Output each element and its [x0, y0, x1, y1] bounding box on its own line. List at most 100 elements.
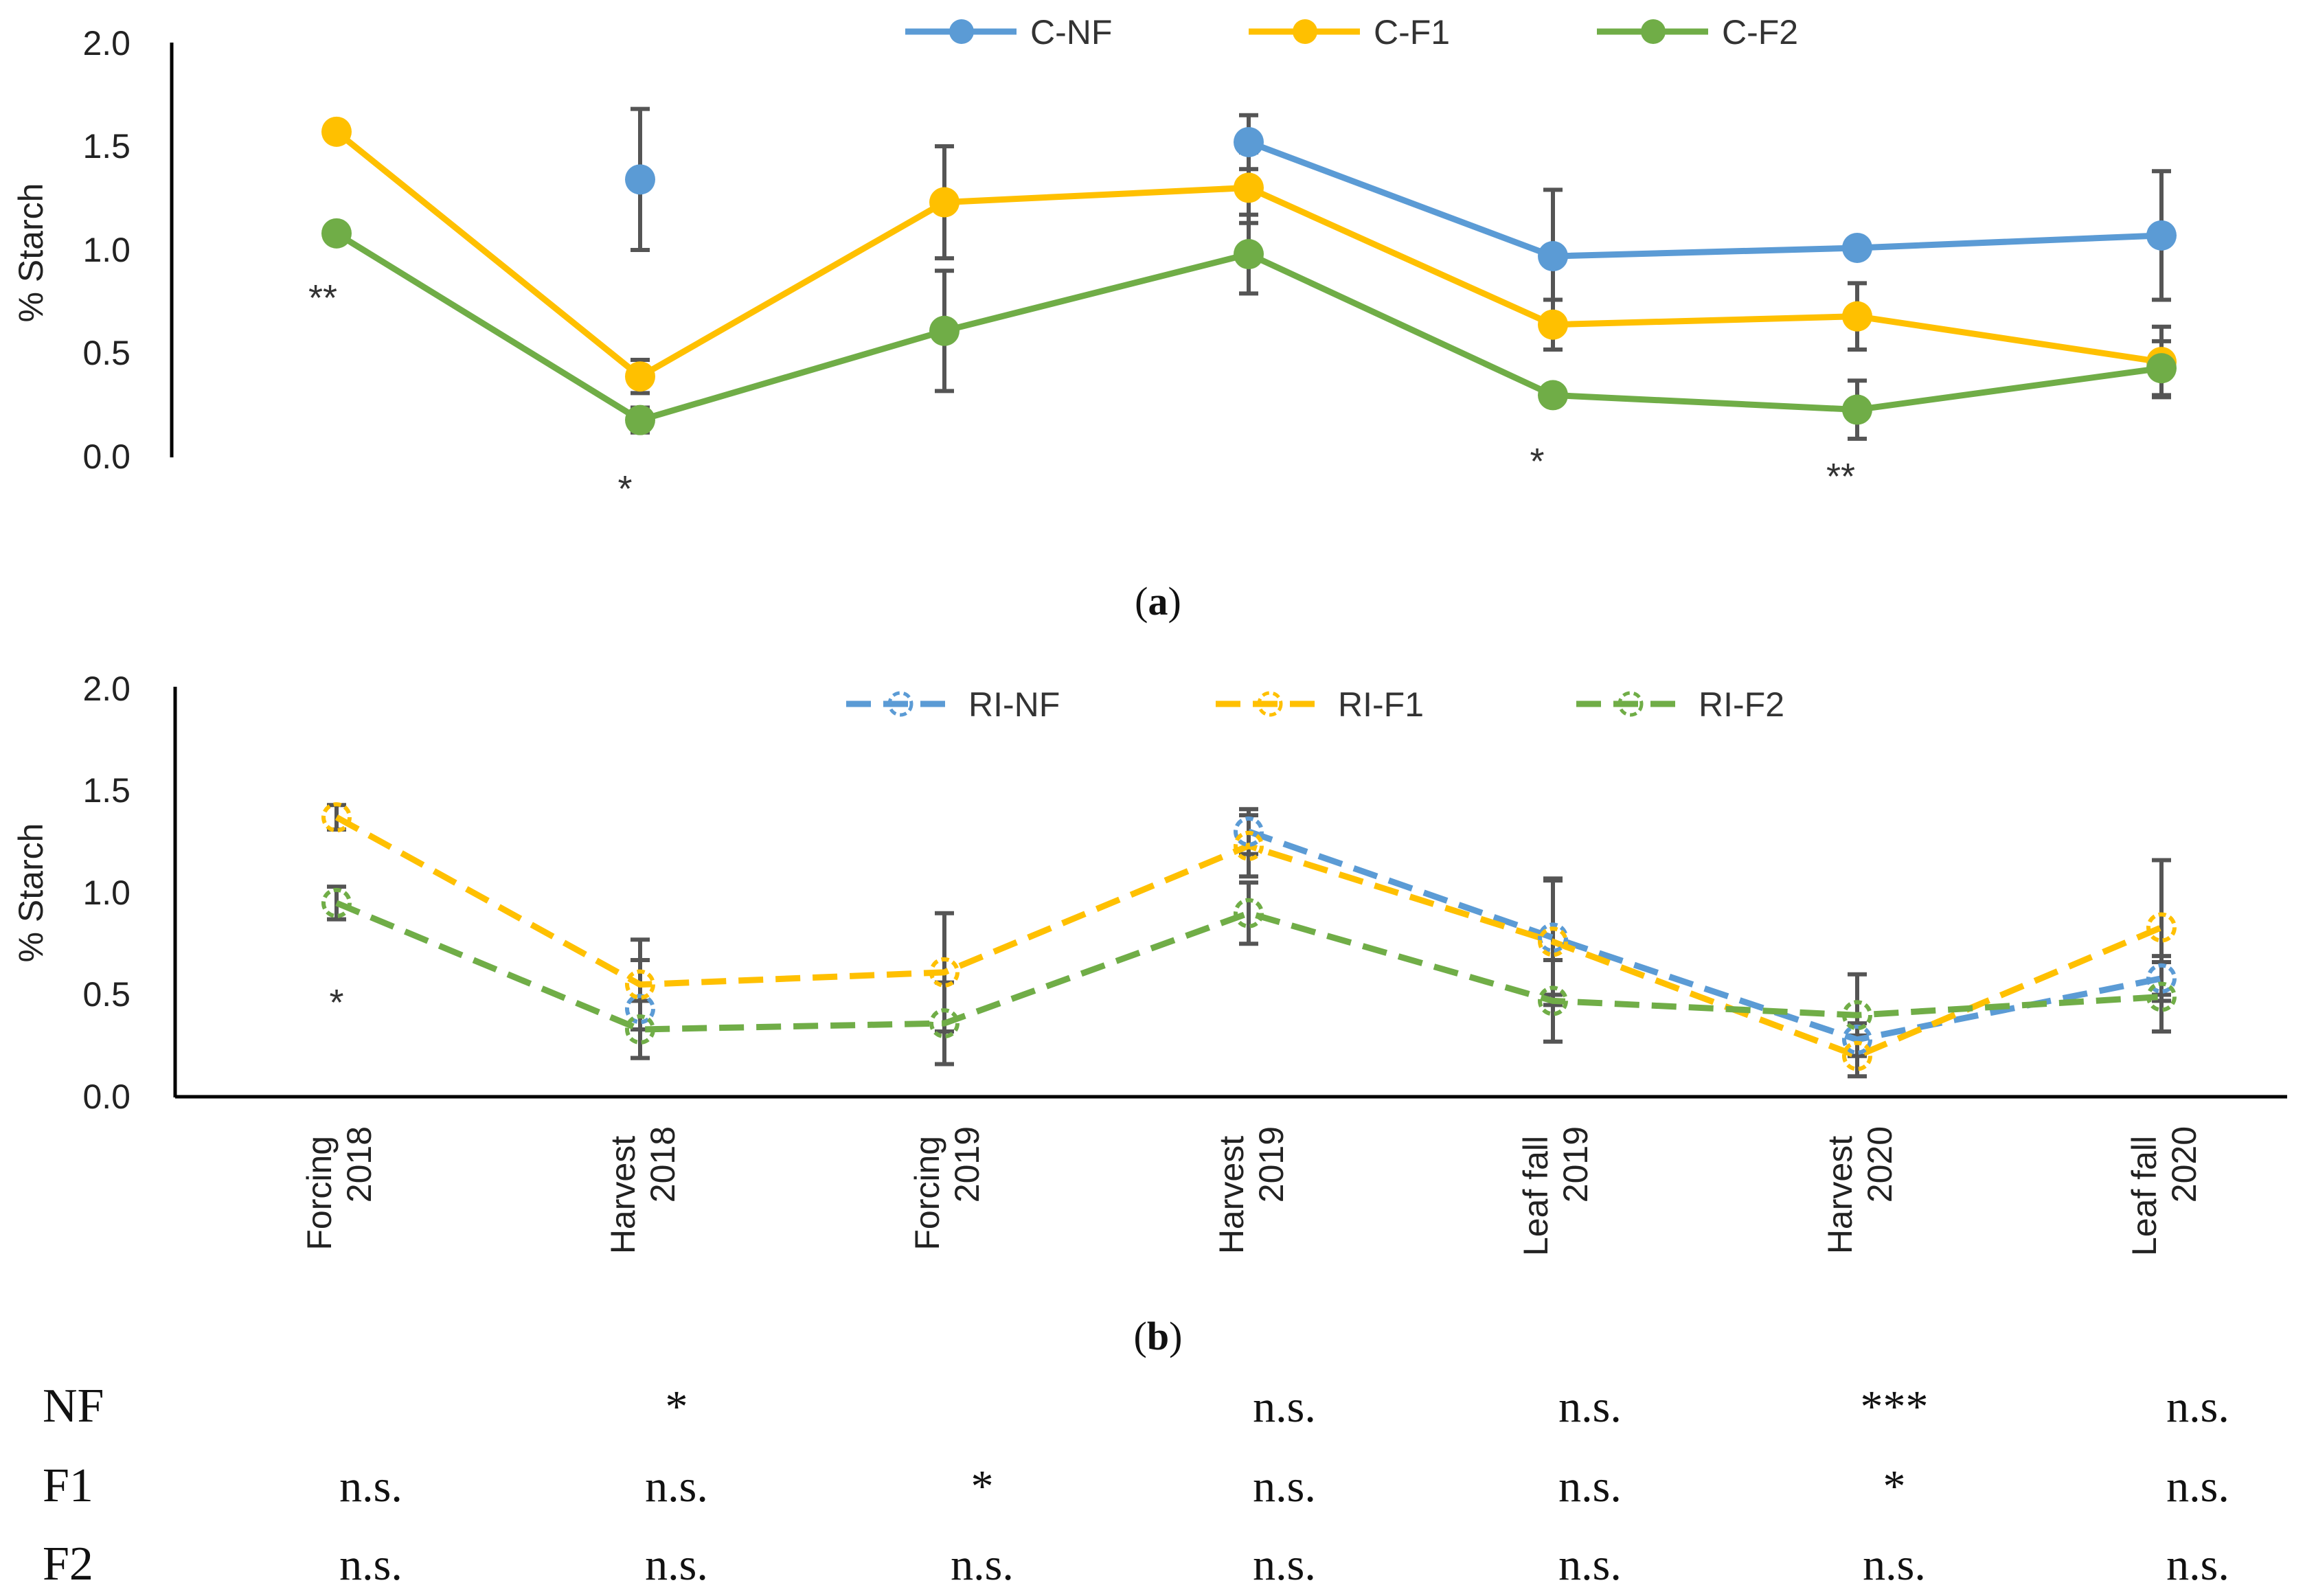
data-point-ri-f2: [1842, 1000, 1872, 1031]
data-point-ri-nf: [2146, 963, 2177, 994]
table-cell: n.s.: [645, 1540, 708, 1590]
x-tick-line-2: 2018: [340, 1126, 378, 1202]
series-line-ri-f2: [335, 900, 2162, 1033]
data-point-c-f1: [929, 187, 960, 218]
data-point-c-f1: [1538, 309, 1568, 340]
y-tick-label: 1.0: [82, 231, 130, 269]
table-cell: *: [971, 1461, 994, 1512]
legend-marker: [1257, 691, 1283, 717]
data-point-ri-nf: [625, 994, 655, 1025]
data-point-c-f1: [1234, 172, 1264, 203]
data-point-ri-f2: [625, 1014, 655, 1045]
panel-b-y-ticks: 0.0 0.5 1.0 1.5 2.0: [82, 670, 130, 1116]
legend-label: C-F2: [1722, 13, 1798, 52]
table-cell: ***: [1861, 1382, 1929, 1432]
x-tick-line-2: 2019: [948, 1126, 986, 1202]
data-point-c-f2: [1538, 380, 1568, 411]
x-tick-line-2: 2019: [1556, 1126, 1595, 1202]
data-point-c-f2: [1842, 394, 1872, 425]
legend-label: RI-NF: [968, 685, 1060, 724]
panel-b-x-tick-labels: Forcing 2018 Harvest 2018 Forcing 2019 H…: [300, 1126, 2203, 1256]
data-point-ri-f2: [1538, 985, 1568, 1016]
legend-item-c-f1: C-F1: [1249, 13, 1450, 52]
panel-b-caption: (b): [1134, 1314, 1183, 1358]
data-point-ri-nf: [1842, 1024, 1872, 1055]
legend-item-c-nf: C-NF: [905, 13, 1112, 52]
x-tick-line-1: Forcing: [300, 1136, 339, 1251]
data-point-ri-f1: [929, 957, 960, 988]
data-point-ri-f1: [1842, 1040, 1872, 1071]
table-cell: *: [1883, 1461, 1906, 1512]
x-tick-label: Leaf fall 2019: [1517, 1126, 1595, 1256]
data-point-c-nf: [625, 164, 655, 195]
x-tick-label: Forcing 2019: [908, 1126, 986, 1251]
x-tick-label: Leaf fall 2020: [2125, 1126, 2203, 1256]
x-tick-line-1: Leaf fall: [1517, 1136, 1555, 1256]
y-tick-label: 0.5: [82, 334, 130, 372]
data-point-c-f2: [1234, 239, 1264, 270]
significance-annotation: **: [308, 277, 337, 319]
table-cell: n.s.: [1253, 1382, 1316, 1432]
row-label: F1: [43, 1459, 93, 1512]
x-tick-line-1: Forcing: [908, 1136, 946, 1251]
data-point-c-f2: [625, 404, 655, 435]
panel-a-chart: % Starch 0.0 0.5 1.0 1.5 2.0 C-NF C-F1: [12, 13, 2177, 624]
x-tick-label: Forcing 2018: [300, 1126, 378, 1251]
data-point-ri-f2: [2146, 981, 2177, 1012]
row-label: F2: [43, 1538, 93, 1591]
data-point-ri-f1: [625, 969, 655, 1000]
y-tick-label: 1.5: [82, 127, 130, 166]
legend-marker: [1293, 19, 1317, 44]
table-cell: n.s.: [1253, 1540, 1316, 1590]
x-tick-line-2: 2019: [1252, 1126, 1291, 1202]
table-cell: n.s.: [2166, 1461, 2229, 1512]
legend-item-c-f2: C-F2: [1597, 13, 1798, 52]
x-tick-line-1: Harvest: [604, 1136, 642, 1254]
legend-label: C-F1: [1374, 13, 1450, 52]
panel-b-legend: RI-NF RI-F1 RI-F2: [846, 685, 1784, 724]
panel-b-plot-area: [321, 802, 2177, 1079]
x-tick-line-2: 2020: [1861, 1126, 1899, 1202]
data-point-ri-f2: [929, 1008, 960, 1039]
y-tick-label: 1.0: [82, 874, 130, 912]
data-point-c-f2: [929, 315, 960, 346]
table-cell: n.s.: [2166, 1382, 2229, 1432]
data-point-c-nf: [1538, 241, 1568, 272]
y-tick-label: 0.5: [82, 975, 130, 1014]
significance-annotation: *: [617, 468, 632, 510]
data-point-c-f1: [321, 116, 352, 147]
significance-table: NF * n.s. n.s. *** n.s. F1 n.s. n.s. * n…: [43, 1380, 2229, 1591]
y-tick-label: 0.0: [82, 1078, 130, 1116]
y-tick-label: 2.0: [82, 24, 130, 62]
table-row-f1: F1 n.s. n.s. * n.s. n.s. * n.s.: [43, 1459, 2229, 1512]
table-cell: *: [666, 1382, 688, 1432]
panel-b-letter: b: [1147, 1314, 1169, 1358]
panel-a-y-axis-label: % Starch: [12, 183, 50, 323]
panel-a-y-ticks: 0.0 0.5 1.0 1.5 2.0: [82, 24, 130, 476]
x-tick-label: Harvest 2020: [1821, 1126, 1899, 1254]
panel-a-plot-area: [321, 106, 2177, 441]
data-point-ri-nf: [1234, 816, 1264, 847]
panel-b-y-axis-label: % Starch: [12, 823, 50, 963]
panel-a-caption: (a): [1135, 579, 1181, 624]
panel-a-legend: C-NF C-F1 C-F2: [905, 13, 1798, 52]
x-tick-label: Harvest 2019: [1212, 1126, 1291, 1254]
table-cell: n.s.: [1863, 1540, 1926, 1590]
table-row-f2: F2 n.s. n.s. n.s. n.s. n.s. n.s. n.s.: [43, 1538, 2229, 1591]
data-point-ri-f1: [321, 802, 352, 833]
table-cell: n.s.: [2166, 1540, 2229, 1590]
legend-label: C-NF: [1030, 13, 1112, 52]
x-tick-label: Harvest 2018: [604, 1126, 682, 1254]
x-tick-line-1: Harvest: [1212, 1136, 1251, 1254]
table-cell: n.s.: [1558, 1540, 1622, 1590]
data-point-c-nf: [1842, 232, 1872, 263]
legend-item-ri-f1: RI-F1: [1216, 685, 1424, 724]
table-cell: n.s.: [339, 1461, 402, 1512]
data-point-c-nf: [1234, 126, 1264, 157]
table-cell: n.s.: [1558, 1461, 1622, 1512]
y-tick-label: 1.5: [82, 771, 130, 810]
x-tick-line-1: Leaf fall: [2125, 1136, 2164, 1256]
significance-annotation: **: [1826, 456, 1855, 497]
data-point-c-f2: [321, 218, 352, 249]
